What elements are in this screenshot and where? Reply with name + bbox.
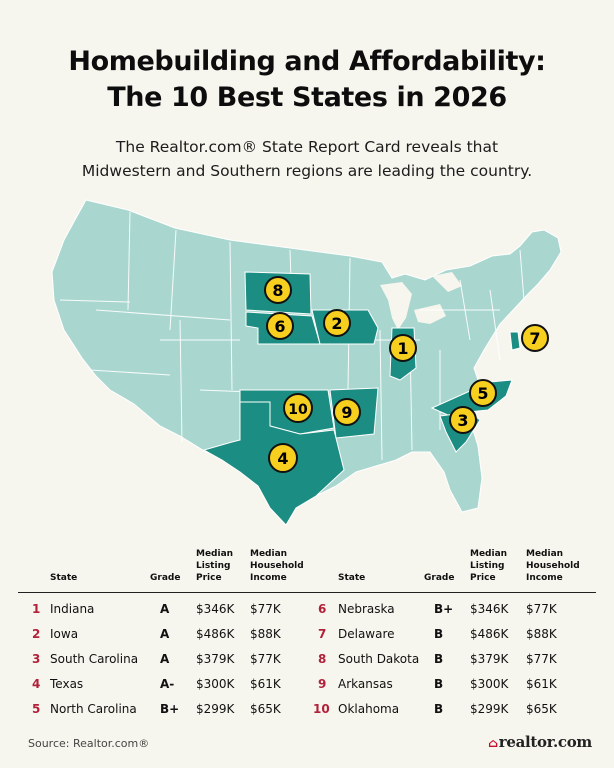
header-state-right: State: [338, 573, 366, 583]
title-line-1: Homebuilding and Affordability:: [68, 46, 546, 77]
us-mainland: [51, 199, 562, 526]
state-delaware: [509, 331, 521, 351]
svg-text:7: 7: [529, 329, 540, 348]
header-listing-right: Median Listing Price: [470, 549, 508, 583]
great-lakes: [380, 272, 462, 330]
house-icon: ⌂: [488, 736, 498, 750]
badge-8: 8: [264, 276, 292, 304]
svg-text:1: 1: [397, 339, 408, 358]
badge-5: 5: [469, 379, 497, 407]
badge-4: 4: [268, 443, 298, 473]
svg-text:8: 8: [272, 281, 283, 300]
badge-2: 2: [323, 309, 351, 337]
source-note: Source: Realtor.com®: [28, 737, 150, 750]
svg-text:6: 6: [274, 317, 285, 336]
badge-3: 3: [449, 406, 477, 434]
svg-text:2: 2: [331, 314, 342, 333]
header-grade-left: Grade: [150, 573, 181, 583]
map-badges: 8 6 2 1 7 5 3 10: [264, 276, 549, 473]
page-title: Homebuilding and Affordability: The 10 B…: [0, 44, 614, 116]
brand-logo: ⌂realtor.com: [488, 733, 592, 751]
subtitle-line-1: The Realtor.com® State Report Card revea…: [115, 138, 499, 156]
subtitle: The Realtor.com® State Report Card revea…: [0, 135, 614, 183]
svg-text:3: 3: [457, 411, 468, 430]
header-grade-right: Grade: [424, 573, 455, 583]
header-listing-left: Median Listing Price: [196, 549, 234, 583]
header-income-left: Median Household Income: [250, 549, 304, 583]
svg-text:5: 5: [477, 384, 488, 403]
header-income-right: Median Household Income: [526, 549, 580, 583]
badge-9: 9: [333, 398, 361, 426]
title-line-2: The 10 Best States in 2026: [107, 82, 507, 113]
badge-6: 6: [266, 312, 294, 340]
badge-7: 7: [521, 324, 549, 352]
svg-text:4: 4: [277, 449, 288, 468]
badge-10: 10: [283, 393, 313, 423]
table-header-rule: [18, 592, 596, 593]
subtitle-line-2: Midwestern and Southern regions are lead…: [81, 162, 533, 180]
svg-text:9: 9: [341, 403, 352, 422]
header-state-left: State: [50, 573, 78, 583]
us-map: 8 6 2 1 7 5 3 10: [51, 199, 562, 526]
badge-1: 1: [389, 334, 417, 362]
svg-text:10: 10: [288, 402, 308, 418]
